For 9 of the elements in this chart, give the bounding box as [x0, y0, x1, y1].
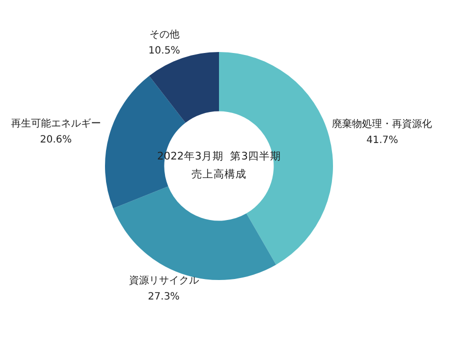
slice-label: 廃棄物処理・再資源化 — [332, 118, 432, 130]
slice-label: 資源リサイクル — [128, 274, 199, 286]
text: 売上高構成 — [192, 168, 246, 181]
slice-label: 再生可能エネルギー — [10, 118, 101, 130]
data-label: 27.3% — [148, 291, 180, 302]
slice-label: その他 — [149, 28, 180, 41]
data-label: 10.5% — [148, 46, 180, 57]
data-label: 41.7% — [366, 134, 398, 146]
data-label: 20.6% — [40, 134, 72, 146]
